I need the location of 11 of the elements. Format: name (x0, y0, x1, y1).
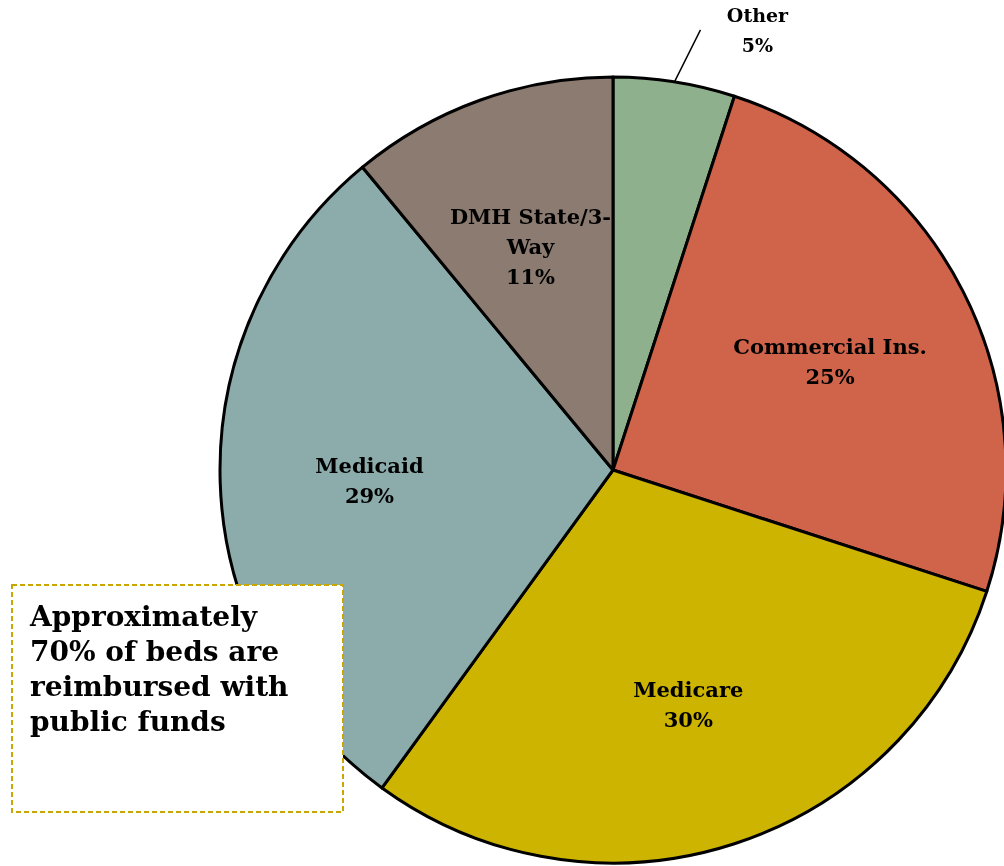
data-label: 11% (505, 263, 556, 289)
slice-label: Medicaid (315, 452, 424, 478)
slice-label: DMH State/3-Way (449, 203, 612, 259)
data-label: 29% (344, 482, 395, 508)
data-label: 5% (741, 33, 774, 56)
slice-label: Commercial Ins. (733, 334, 927, 360)
slice-label: Other (726, 3, 790, 26)
slice-label: Medicare (633, 676, 744, 702)
text: Approximately 70% of beds are reimbursed with public funds (29, 600, 289, 738)
data-label: 25% (805, 364, 855, 390)
data-label: 30% (663, 706, 713, 732)
